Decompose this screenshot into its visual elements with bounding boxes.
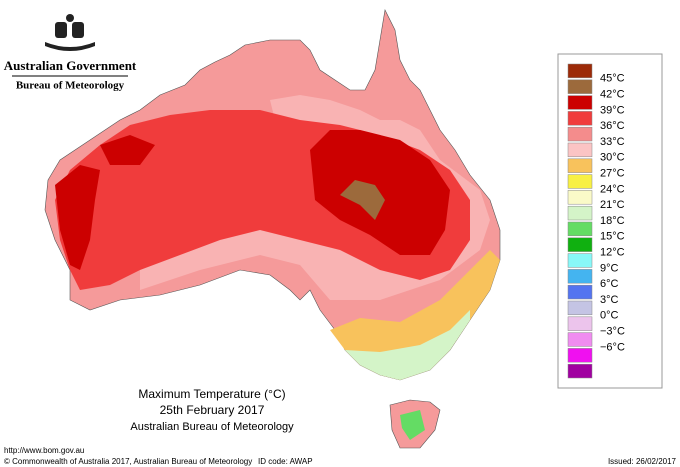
legend-swatch <box>567 221 593 237</box>
legend-label: −6°C <box>600 341 625 353</box>
legend-label: 12°C <box>600 247 625 259</box>
copyright: © Commonwealth of Australia 2017, Austra… <box>4 457 252 466</box>
date: 25th February 2017 <box>160 403 265 417</box>
legend-swatch <box>567 332 593 347</box>
legend: 45°C 42°C 39°C 36°C 33°C 30°C 27°C 24°C 21°C 18°C… <box>557 53 663 389</box>
legend-label: 27°C <box>600 168 625 180</box>
issued: Issued: 26/02/2017 <box>608 457 677 466</box>
legend-swatch <box>567 111 593 126</box>
legend-swatch <box>567 190 593 205</box>
legend-label: 3°C <box>600 294 619 306</box>
legend-swatch <box>567 284 593 300</box>
url: http://www.bom.gov.au <box>4 446 84 455</box>
legend-label: 33°C <box>600 136 625 148</box>
legend-label: 45°C <box>600 73 625 85</box>
legend-label: −3°C <box>600 326 625 338</box>
legend-swatch <box>567 63 593 79</box>
legend-swatch <box>567 95 593 110</box>
id-code: ID code: AWAP <box>258 457 313 466</box>
legend-swatch <box>567 316 593 331</box>
legend-swatch <box>567 300 593 316</box>
legend-label: 39°C <box>600 104 625 116</box>
title: Maximum Temperature (°C) <box>138 387 285 401</box>
legend-frame <box>557 53 663 389</box>
bureau-name: Bureau of Meteorology <box>16 80 125 92</box>
legend-swatch <box>567 348 593 363</box>
legend-label: 18°C <box>600 215 625 227</box>
australia-map <box>44 9 501 449</box>
legend-label: 6°C <box>600 278 619 290</box>
legend-label: 42°C <box>600 89 625 101</box>
legend-swatch <box>567 174 593 189</box>
legend-swatch <box>567 142 593 158</box>
legend-label: 30°C <box>600 152 625 164</box>
legend-label: 21°C <box>600 199 625 211</box>
legend-label: 36°C <box>600 120 625 132</box>
legend-swatch <box>567 269 593 284</box>
legend-swatch <box>567 205 593 221</box>
legend-swatch <box>567 363 593 379</box>
legend-label: 0°C <box>600 310 619 322</box>
legend-swatch <box>567 79 593 94</box>
crest <box>45 14 95 51</box>
legend-swatch <box>567 126 593 142</box>
legend-swatch <box>567 253 593 268</box>
legend-label: 15°C <box>600 231 625 243</box>
agency-name: Australian Government <box>4 58 137 73</box>
legend-label: 24°C <box>600 183 625 195</box>
legend-swatch <box>567 237 593 252</box>
legend-label: 9°C <box>600 262 619 274</box>
source: Australian Bureau of Meteorology <box>130 421 294 433</box>
legend-swatch <box>567 158 593 173</box>
